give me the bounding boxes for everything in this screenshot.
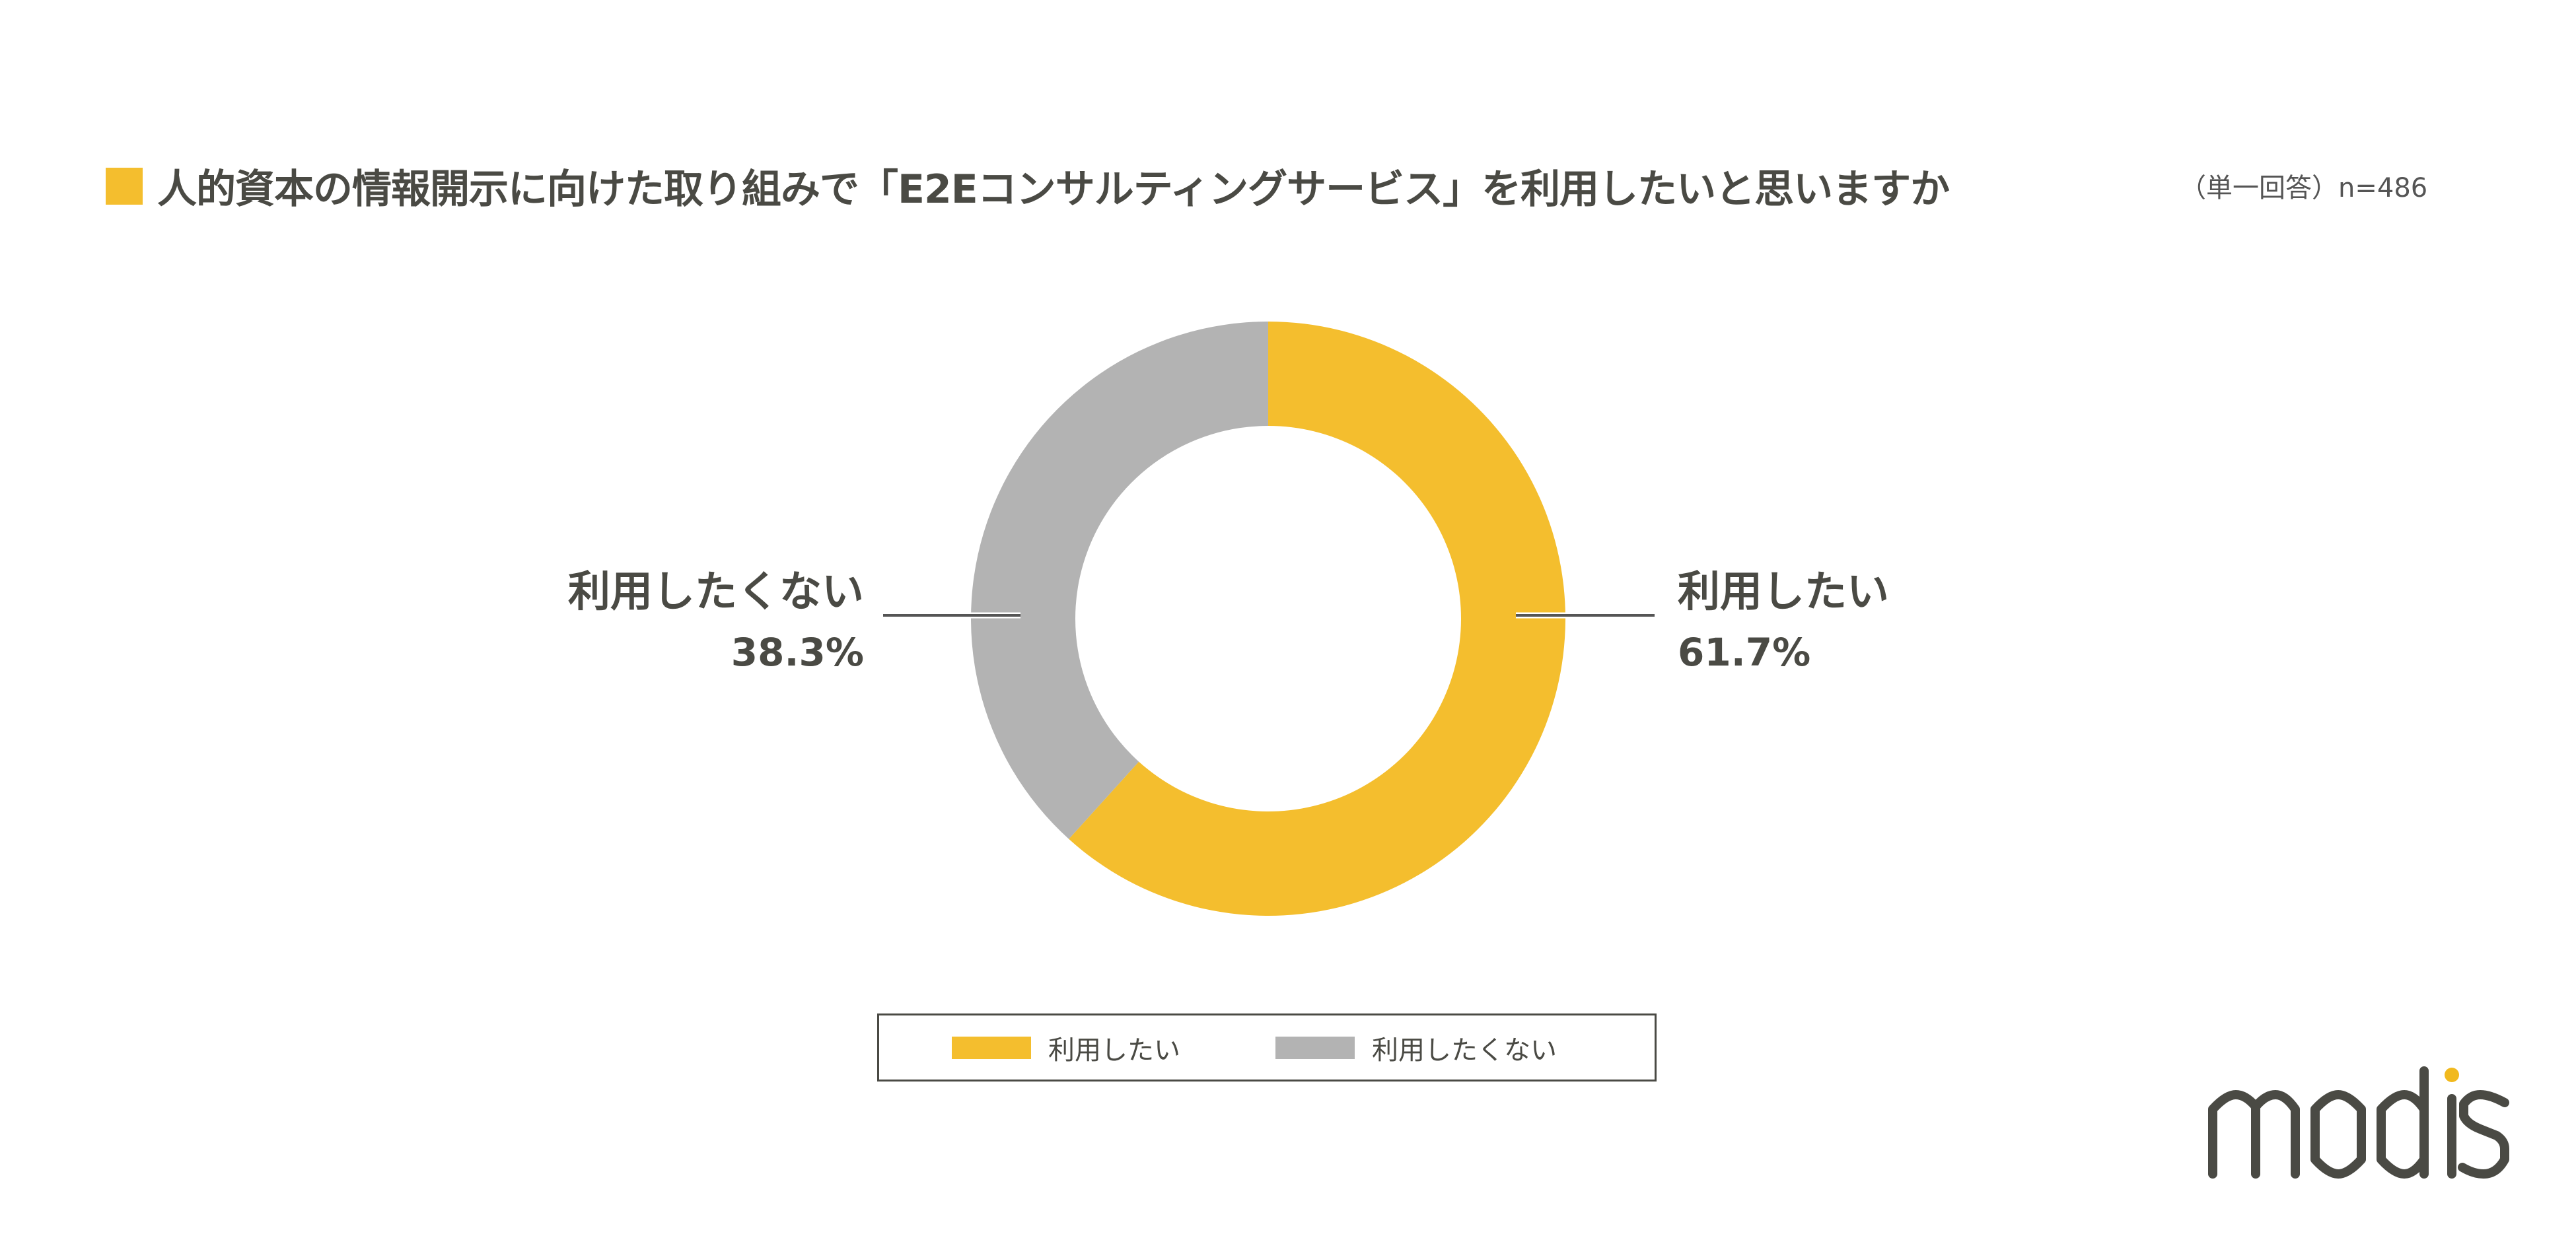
legend: 利用したい 利用したくない <box>877 1013 1657 1082</box>
legend-item: 利用したい <box>952 1029 1180 1067</box>
legend-label: 利用したくない <box>1372 1035 1557 1066</box>
logo-dot <box>2445 1068 2459 1082</box>
donut-slice <box>1069 322 1565 916</box>
donut-slice <box>971 322 1268 839</box>
legend-swatch <box>1275 1036 1355 1059</box>
legend-swatch <box>952 1036 1031 1059</box>
slice-label-value: 38.3% <box>731 630 864 675</box>
legend-item: 利用したくない <box>1275 1029 1557 1067</box>
slice-label-name: 利用したくない <box>568 568 864 617</box>
slice-label-name: 利用したい <box>1678 568 1889 617</box>
chart-title: 人的資本の情報開示に向けた取り組みで「E2Eコンサルティングサービス」を利用した… <box>157 166 1950 213</box>
chart-title-wrap: 人的資本の情報開示に向けた取り組みで「E2Eコンサルティングサービス」を利用した… <box>106 157 1950 215</box>
title-marker-icon <box>106 167 143 205</box>
legend-label: 利用したい <box>1048 1035 1180 1066</box>
modis-logo <box>2208 1066 2509 1179</box>
slice-label-value: 61.7% <box>1678 630 1810 675</box>
chart-subtitle: （単一回答）n=486 <box>2180 173 2428 203</box>
